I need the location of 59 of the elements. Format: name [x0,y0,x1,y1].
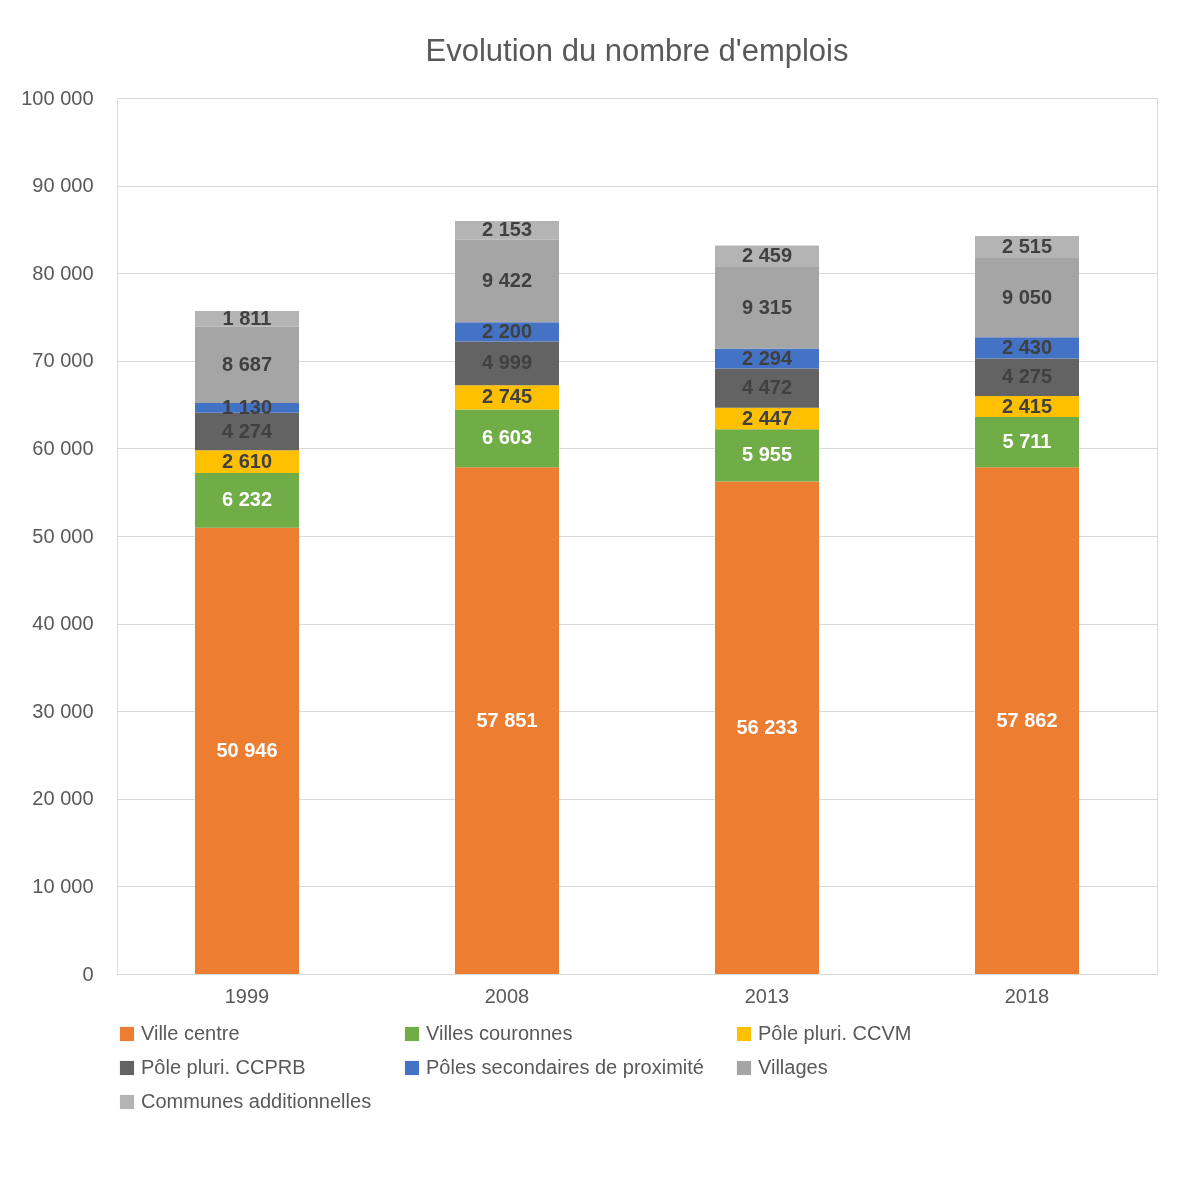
legend-label: Pôle pluri. CCVM [758,1022,912,1044]
data-label: 2 459 [741,244,793,267]
bar [195,527,299,974]
data-label: 57 862 [996,708,1058,731]
data-label: 2 200 [481,319,533,342]
legend-label: Villages [758,1056,828,1078]
data-label: 56 233 [736,715,798,738]
data-label: 9 422 [481,269,533,292]
data-label: 8 687 [221,352,273,375]
y-tick-label: 100 000 [21,86,94,109]
y-tick-label: 0 [82,962,94,985]
chart-title: Evolution du nombre d'emplois [425,33,849,68]
bar [455,409,559,468]
y-tick-label: 60 000 [32,436,94,459]
bar [975,358,1079,396]
data-label: 2 447 [741,406,793,429]
data-label: 6 232 [221,488,273,511]
data-label: 1 811 [222,306,272,329]
bar [455,239,559,323]
data-label: 5 711 [1002,430,1052,453]
x-tick-label: 1999 [224,984,270,1007]
y-tick-label: 10 000 [32,874,94,897]
legend-label: Villes couronnes [426,1022,573,1044]
bar [455,467,559,974]
x-tick-label: 2013 [744,984,790,1007]
data-label: 2 153 [481,218,533,241]
y-tick-label: 30 000 [32,699,94,722]
legend-label: Ville centre [141,1022,240,1044]
data-label: 5 955 [741,443,793,466]
y-tick-label: 40 000 [32,612,94,635]
x-tick-label: 2018 [1004,984,1050,1007]
data-label: 2 745 [481,385,533,408]
y-tick-label: 70 000 [32,349,94,372]
data-label: 2 294 [741,346,793,369]
data-label: 2 430 [1001,335,1053,358]
x-tick-label: 2008 [484,984,530,1007]
bar [715,481,819,974]
bar [975,417,1079,468]
y-tick-label: 80 000 [32,261,94,284]
legend-label: Communes additionnelles [141,1090,372,1112]
bar [715,368,819,408]
data-label: 2 610 [221,449,273,472]
data-label: 50 946 [216,738,278,761]
data-label: 9 315 [741,295,793,318]
data-label: 6 603 [481,426,533,449]
bar [195,473,299,528]
y-tick-label: 20 000 [32,787,94,810]
bar [715,429,819,482]
bar [715,266,819,349]
y-tick-label: 90 000 [32,174,94,197]
data-label: 57 851 [476,708,538,731]
data-label: 2 415 [1001,394,1053,417]
legend-label: Pôles secondaires de proximité [426,1056,704,1078]
data-label: 2 515 [1001,234,1053,257]
data-label: 9 050 [1001,285,1053,308]
y-tick-label: 50 000 [32,524,94,547]
bar [975,257,1079,338]
legend-label: Pôle pluri. CCPRB [141,1056,306,1078]
bar [975,467,1079,974]
